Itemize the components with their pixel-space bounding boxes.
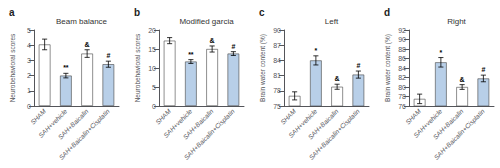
svg-text:Brain water content (%): Brain water content (%) [384, 34, 392, 102]
svg-text:15: 15 [148, 46, 156, 53]
svg-text:**: ** [188, 51, 194, 58]
svg-text:#: # [106, 52, 110, 59]
svg-text:Neurobehavioral scores: Neurobehavioral scores [9, 33, 16, 102]
svg-text:&: & [210, 37, 215, 44]
svg-text:84: 84 [398, 65, 406, 72]
svg-text:*: * [315, 47, 318, 54]
svg-text:#: # [356, 62, 360, 69]
svg-text:&: & [335, 75, 340, 82]
svg-text:SAH+vehicle: SAH+vehicle [162, 107, 194, 139]
svg-text:86: 86 [398, 55, 406, 62]
svg-text:1: 1 [27, 87, 31, 94]
svg-text:75: 75 [273, 103, 281, 110]
svg-text:#: # [481, 66, 485, 73]
svg-text:SAH+vehicle: SAH+vehicle [37, 107, 69, 139]
svg-text:90: 90 [398, 36, 406, 43]
svg-text:&: & [460, 76, 465, 83]
svg-text:**: ** [63, 64, 69, 71]
svg-text:b: b [134, 7, 140, 18]
svg-text:d: d [384, 7, 390, 18]
svg-text:&: & [85, 41, 90, 48]
svg-text:80: 80 [398, 84, 406, 91]
svg-text:c: c [259, 7, 265, 18]
svg-text:82: 82 [398, 74, 406, 81]
svg-text:4: 4 [27, 42, 31, 49]
svg-text:78: 78 [398, 93, 406, 100]
svg-text:a: a [9, 7, 15, 18]
svg-text:5: 5 [27, 27, 31, 34]
svg-text:2: 2 [27, 72, 31, 79]
svg-text:SAH+vehicle: SAH+vehicle [287, 107, 319, 139]
svg-text:Brain water content (%): Brain water content (%) [259, 34, 267, 102]
svg-text:*: * [440, 49, 443, 56]
svg-text:Modified garcia: Modified garcia [179, 17, 234, 26]
svg-text:0: 0 [27, 103, 31, 110]
svg-text:88: 88 [398, 46, 406, 53]
svg-text:SAH+Baicalin+Cisplatin: SAH+Baicalin+Cisplatin [307, 107, 361, 161]
svg-text:84: 84 [273, 57, 281, 64]
svg-text:SHAM: SHAM [279, 107, 298, 126]
svg-text:90: 90 [273, 27, 281, 34]
svg-text:SHAM: SHAM [404, 107, 423, 126]
svg-text:SHAM: SHAM [29, 107, 48, 126]
svg-text:SAH+Baicalin+Cisplatin: SAH+Baicalin+Cisplatin [182, 107, 236, 161]
svg-text:76: 76 [398, 103, 406, 110]
svg-text:Neurobehavioral scores: Neurobehavioral scores [134, 33, 141, 102]
svg-text:SAH+vehicle: SAH+vehicle [412, 107, 444, 139]
svg-text:Right: Right [447, 17, 466, 26]
svg-text:Left: Left [325, 17, 339, 26]
svg-text:87: 87 [273, 42, 281, 49]
svg-text:Beam balance: Beam balance [56, 17, 108, 26]
svg-text:10: 10 [148, 65, 156, 72]
svg-text:3: 3 [27, 57, 31, 64]
svg-text:81: 81 [273, 72, 281, 79]
svg-text:0: 0 [152, 103, 156, 110]
svg-text:SAH+Baicalin+Cisplatin: SAH+Baicalin+Cisplatin [57, 107, 111, 161]
svg-text:#: # [231, 43, 235, 50]
svg-text:20: 20 [148, 27, 156, 34]
svg-text:SAH+Baicalin+Cisplatin: SAH+Baicalin+Cisplatin [432, 107, 486, 161]
svg-text:SHAM: SHAM [154, 107, 173, 126]
svg-text:78: 78 [273, 87, 281, 94]
svg-text:92: 92 [398, 27, 406, 34]
svg-text:5: 5 [152, 84, 156, 91]
